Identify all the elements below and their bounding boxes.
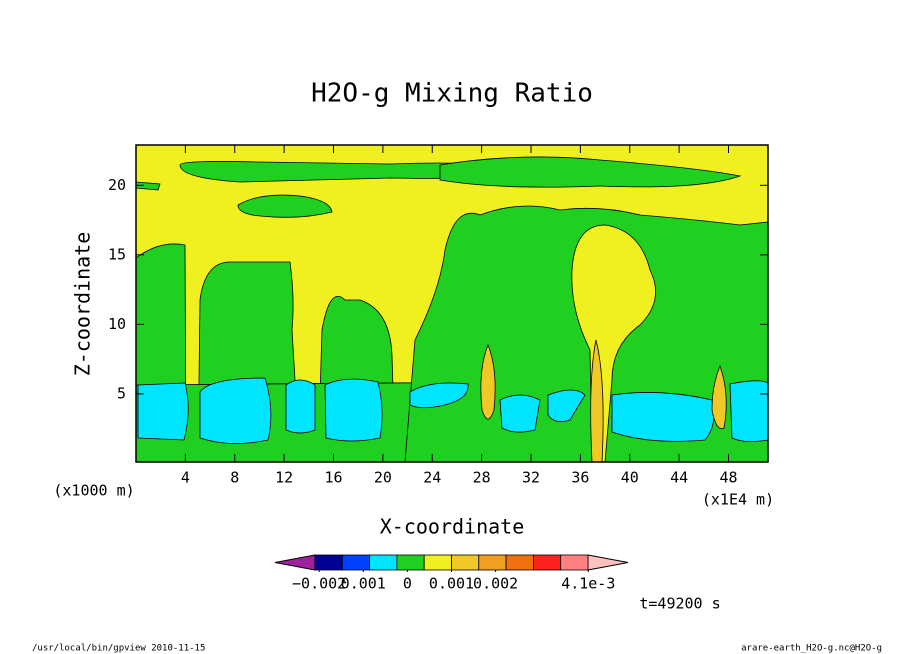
x-tick-label: 24 [423,469,441,487]
x-tick-label: 32 [522,469,540,487]
colorbar-box [369,554,398,571]
colorbar-high [587,554,629,571]
cyan-region [409,382,469,409]
colorbar-label: 0 [403,575,412,593]
colorbar-box [341,554,370,571]
colorbar-low [274,554,316,571]
colorbar-box [396,554,425,571]
x-unit-right: (x1E4 m) [702,491,774,509]
cyan-region [285,379,316,434]
colorbar-label: 0.001 [341,575,386,593]
y-tick-label: 5 [117,384,126,402]
x-tick-label: 20 [374,469,392,487]
green-region [237,194,333,218]
y-tick-label: 10 [108,315,126,333]
x-tick-label: 16 [324,469,342,487]
contour-field [135,145,769,463]
footer-left: /usr/local/bin/gpview 2010-11-15 [32,644,205,654]
x-tick-label: 40 [621,469,639,487]
x-tick-label: 44 [670,469,688,487]
x-tick-label: 8 [230,469,239,487]
cyan-region [137,382,189,441]
colorbar-box [505,554,534,571]
x-tick-label: 48 [719,469,737,487]
cyan-region [199,377,272,444]
colorbar-box [478,554,507,571]
x-tick-label: 28 [473,469,491,487]
y-tick-label: 20 [108,176,126,194]
footer-right: arare-earth_H2O-g.nc@H2O-g [741,644,882,654]
colorbar-label: 0.002 [473,575,518,593]
colorbar-box [451,554,480,571]
colorbar-box [560,554,589,571]
colorbar-label: −0.002 [292,575,346,593]
cyan-region [324,378,383,442]
chart-title: H2O-g Mixing Ratio [311,79,593,109]
cyan-region [729,380,769,442]
cyan-region [499,394,541,433]
colorbar-box [533,554,562,571]
x-tick-label: 12 [275,469,293,487]
y-tick-label: 15 [108,245,126,263]
x-axis-title: X-coordinate [380,515,525,539]
green-region [439,156,742,188]
colorbar-label: 0.001 [429,575,474,593]
x-tick-label: 36 [571,469,589,487]
x-tick-label: 4 [181,469,190,487]
gold-region [711,364,727,429]
colorbar-box [423,554,452,571]
cyan-region [611,392,715,442]
y-axis-title: Z-coordinate [71,232,95,377]
time-label: t=49200 s [639,595,720,613]
colorbar-box [314,554,343,571]
x-unit-left: (x1000 m) [53,482,134,500]
cyan-region [547,389,586,423]
colorbar-label: 4.1e-3 [561,575,615,593]
plot-frame [135,144,769,463]
gold-region [480,343,496,420]
